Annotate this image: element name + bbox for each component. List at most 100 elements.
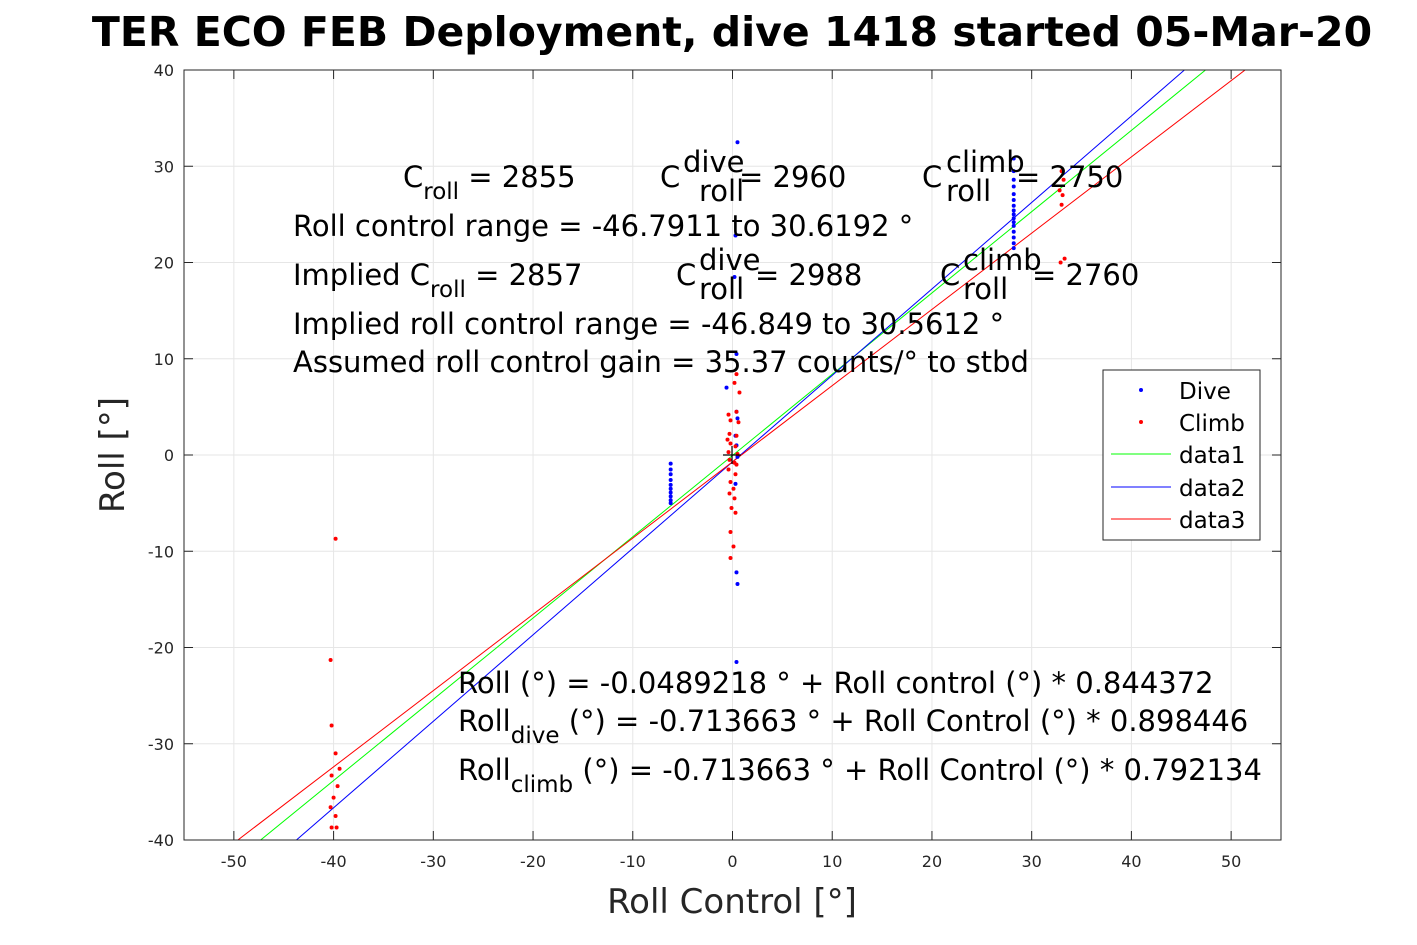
point-climb: [331, 795, 336, 800]
point-climb: [733, 444, 738, 449]
point-climb: [328, 805, 333, 810]
point-dive: [734, 570, 739, 575]
annotation-implied-range: Implied roll control range = -46.849 to …: [293, 307, 1004, 341]
y-tick-label: 10: [154, 350, 174, 369]
x-tick-label: 0: [727, 852, 737, 871]
point-climb: [736, 420, 741, 425]
point-climb: [1061, 177, 1066, 182]
point-dive: [668, 494, 673, 499]
annotation-c-roll-dive-sup: dive: [683, 145, 744, 179]
point-dive: [735, 581, 740, 586]
x-tick-label: 50: [1221, 852, 1241, 871]
point-climb: [727, 431, 732, 436]
annotation-c-roll-dive-sub: roll: [699, 174, 744, 208]
point-climb: [732, 496, 737, 501]
legend: Dive Climb data1 data2 data3: [1102, 369, 1261, 541]
annotation-c-roll-climb-value: = 2750: [1016, 160, 1123, 194]
point-dive: [1011, 177, 1016, 182]
point-climb: [728, 418, 733, 423]
point-climb: [1059, 169, 1064, 174]
point-dive: [1011, 192, 1016, 197]
point-climb: [1060, 193, 1065, 198]
point-climb: [728, 479, 733, 484]
point-climb: [728, 441, 733, 446]
point-dive: [668, 461, 673, 466]
point-dive: [1011, 203, 1016, 208]
point-climb: [1058, 260, 1063, 265]
point-dive: [735, 416, 740, 421]
point-climb: [734, 409, 739, 414]
point-dive: [668, 486, 673, 491]
annotation-c-roll-dive-value: = 2960: [739, 160, 846, 194]
point-climb: [725, 437, 730, 442]
point-dive: [1011, 246, 1016, 251]
legend-label-data2: data2: [1179, 476, 1245, 502]
point-climb: [726, 467, 731, 472]
point-climb: [329, 723, 334, 728]
point-dive: [1011, 184, 1016, 189]
y-tick-label: -20: [148, 639, 174, 658]
point-climb: [737, 390, 742, 395]
y-tick-label: 30: [154, 157, 174, 176]
x-tick-label: -20: [520, 852, 546, 871]
axis-ticks: -50 -40 -30 -20 -10 0 10 20 30 40 50 -40 -30 -20 -10 0 1…: [148, 61, 1281, 871]
point-dive: [733, 233, 738, 238]
point-climb: [729, 505, 734, 510]
point-climb: [728, 555, 733, 560]
y-axis-label: Roll [°]: [93, 397, 133, 513]
point-dive: [668, 478, 673, 483]
x-tick-label: -40: [321, 852, 347, 871]
point-dive: [1011, 229, 1016, 234]
origin-cross-marker: [723, 446, 741, 464]
point-dive: [668, 467, 673, 472]
point-dive: [668, 482, 673, 487]
annotation-c-roll-dive: C: [660, 160, 680, 194]
y-tick-label: -30: [148, 735, 174, 754]
annotation-implied-climb-sub: roll: [963, 272, 1008, 306]
annotation-c-roll-climb: C: [922, 160, 942, 194]
annotation-climb-equation: Rollclimb (°) = -0.713663 ° + Roll Contr…: [458, 753, 1262, 798]
annotation-c-roll-climb-sup: climb: [946, 145, 1025, 179]
point-dive: [732, 274, 737, 279]
annotation-dive-equation: Rolldive (°) = -0.713663 ° + Roll Contro…: [458, 704, 1248, 749]
point-climb: [328, 658, 333, 663]
y-tick-label: 40: [154, 61, 174, 80]
point-dive: [734, 351, 739, 356]
annotation-implied-climb-sup: climb: [963, 243, 1042, 277]
point-dive: [1011, 223, 1016, 228]
legend-label-climb: Climb: [1179, 411, 1245, 437]
annotation-roll-control-range: Roll control range = -46.7911 to 30.6192…: [293, 209, 913, 243]
annotation-implied-dive-sub: roll: [699, 272, 744, 306]
point-climb: [733, 510, 738, 515]
legend-label-dive: Dive: [1179, 379, 1231, 405]
point-climb: [731, 544, 736, 549]
y-tick-label: -10: [148, 542, 174, 561]
point-dive: [735, 140, 740, 145]
annotation-implied-c-roll: Implied Croll = 2857: [293, 258, 582, 303]
point-climb: [333, 536, 338, 541]
point-climb: [333, 751, 338, 756]
chart-title: TER ECO FEB Deployment, dive 1418 starte…: [92, 8, 1372, 56]
point-dive: [1011, 197, 1016, 202]
point-dive: [1011, 216, 1016, 221]
legend-label-data3: data3: [1179, 508, 1245, 534]
point-dive: [1011, 169, 1016, 174]
point-climb: [334, 825, 339, 830]
point-dive: [1011, 208, 1016, 213]
point-dive: [668, 501, 673, 506]
point-dive: [1011, 241, 1016, 246]
point-climb: [335, 784, 340, 789]
x-tick-label: 20: [922, 852, 942, 871]
point-climb: [732, 380, 737, 385]
point-dive: [1011, 220, 1016, 225]
annotation-implied-climb-value: = 2760: [1032, 258, 1139, 292]
annotation-implied-climb: C: [940, 258, 960, 292]
point-climb: [734, 372, 739, 377]
annotation-c-roll-climb-sub: roll: [946, 174, 991, 208]
x-axis-label: Roll Control [°]: [607, 882, 857, 922]
point-dive: [1011, 156, 1016, 161]
point-dive: [724, 385, 729, 390]
y-tick-label: 20: [154, 254, 174, 273]
point-climb: [727, 491, 732, 496]
